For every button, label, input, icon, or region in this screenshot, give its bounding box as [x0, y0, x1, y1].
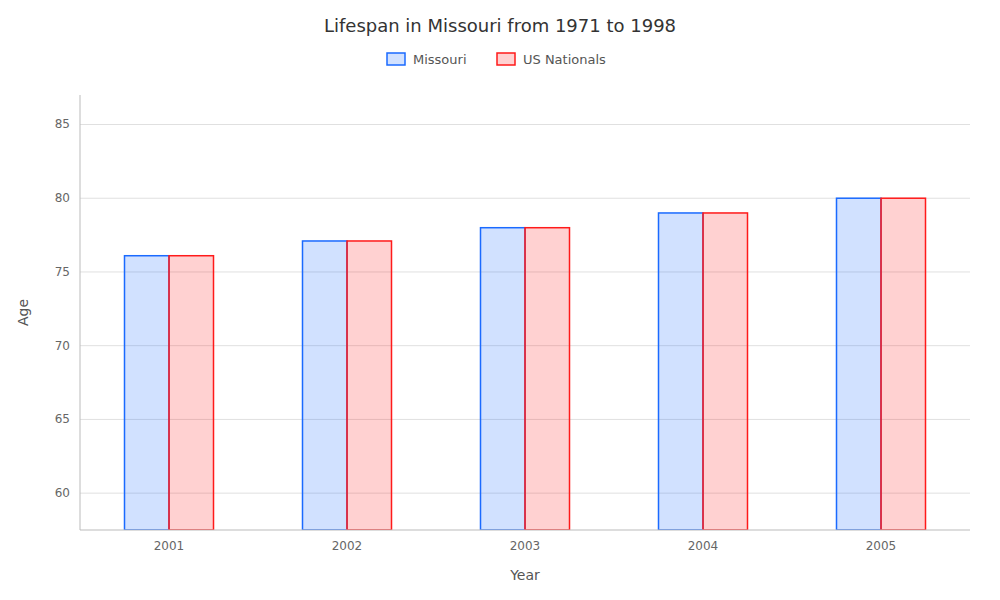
bar: [347, 241, 392, 530]
bar: [481, 228, 526, 530]
x-tick-label: 2005: [866, 539, 897, 553]
x-tick-label: 2002: [332, 539, 363, 553]
grid-line: [80, 124, 970, 125]
y-tick-label: 85: [55, 117, 70, 131]
bar: [125, 256, 170, 530]
y-tick-label: 70: [55, 339, 70, 353]
bars: [125, 198, 926, 530]
legend: Missouri US Nationals: [387, 52, 606, 67]
x-tick-label: 2001: [154, 539, 185, 553]
x-axis-line: [80, 530, 970, 531]
bar: [169, 256, 214, 530]
y-axis-line: [80, 95, 81, 530]
x-tick-label: 2003: [510, 539, 541, 553]
legend-swatch: [497, 53, 515, 65]
y-tick-label: 65: [55, 412, 70, 426]
title: Lifespan in Missouri from 1971 to 1998: [324, 15, 676, 36]
bar: [525, 228, 570, 530]
bar: [303, 241, 348, 530]
background: [0, 0, 1000, 600]
y-axis-label: Age: [15, 299, 31, 326]
legend-label: Missouri: [413, 52, 467, 67]
bar: [703, 213, 748, 530]
bar: [881, 198, 926, 530]
y-tick-label: 80: [55, 191, 70, 205]
bar: [837, 198, 882, 530]
y-tick-label: 60: [55, 486, 70, 500]
x-tick-label: 2004: [688, 539, 719, 553]
legend-swatch: [387, 53, 405, 65]
x-axis-label: Year: [509, 567, 540, 583]
legend-label: US Nationals: [523, 52, 606, 67]
chart: 60 65 70 75 80 85 2001 2002 2003 2004 2005 Year Age L…: [0, 0, 1000, 600]
y-tick-label: 75: [55, 265, 70, 279]
bar: [659, 213, 704, 530]
